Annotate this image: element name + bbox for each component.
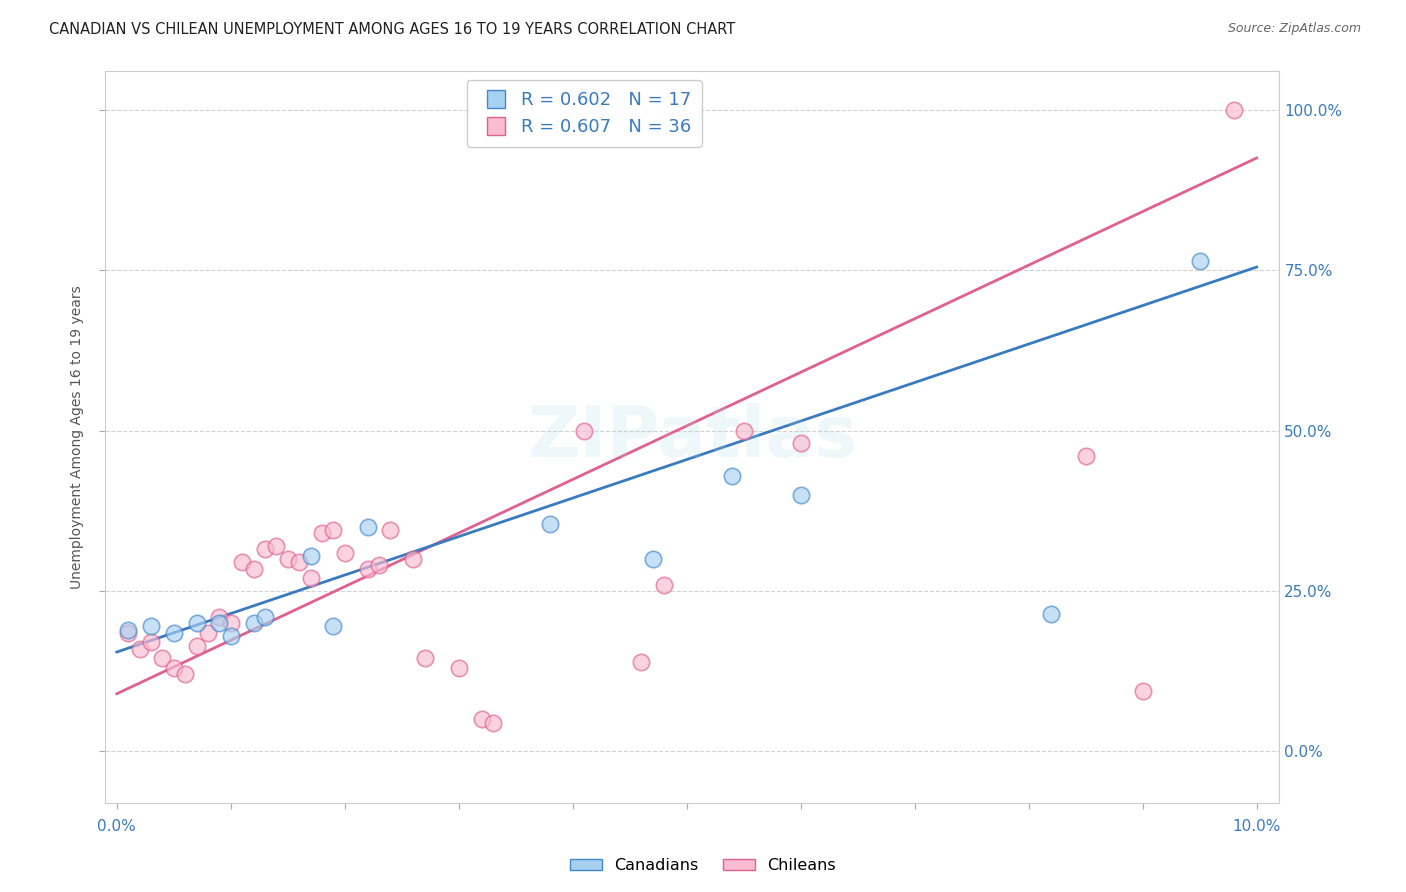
Point <box>721 468 744 483</box>
Point <box>322 523 344 537</box>
Text: 0.0%: 0.0% <box>97 819 136 834</box>
Text: 10.0%: 10.0% <box>1233 819 1281 834</box>
Point <box>333 545 356 559</box>
Point <box>447 661 470 675</box>
Point <box>413 651 436 665</box>
Point <box>1188 253 1211 268</box>
Point <box>242 561 264 575</box>
Point <box>322 619 344 633</box>
Point <box>163 625 186 640</box>
Point <box>186 616 208 631</box>
Point <box>1040 607 1063 621</box>
Point <box>117 625 139 640</box>
Point <box>128 641 150 656</box>
Point <box>1074 450 1097 464</box>
Text: ZIPatlas: ZIPatlas <box>527 402 858 472</box>
Point <box>299 549 322 563</box>
Legend: Canadians, Chileans: Canadians, Chileans <box>564 852 842 880</box>
Point <box>733 424 755 438</box>
Point <box>219 629 242 643</box>
Point <box>790 488 813 502</box>
Point <box>630 655 652 669</box>
Point <box>242 616 264 631</box>
Point <box>186 639 208 653</box>
Point <box>117 623 139 637</box>
Point <box>139 619 162 633</box>
Point <box>1223 103 1246 117</box>
Point <box>231 555 253 569</box>
Legend: R = 0.602   N = 17, R = 0.607   N = 36: R = 0.602 N = 17, R = 0.607 N = 36 <box>467 80 702 147</box>
Point <box>208 616 231 631</box>
Point <box>139 635 162 649</box>
Point <box>299 571 322 585</box>
Point <box>641 552 664 566</box>
Point <box>572 424 595 438</box>
Point <box>538 516 561 531</box>
Point <box>288 555 311 569</box>
Point <box>1132 683 1154 698</box>
Point <box>471 712 494 726</box>
Text: Source: ZipAtlas.com: Source: ZipAtlas.com <box>1227 22 1361 36</box>
Point <box>356 561 378 575</box>
Point <box>652 577 675 591</box>
Point <box>197 625 219 640</box>
Point <box>482 715 505 730</box>
Point <box>402 552 425 566</box>
Point <box>356 520 378 534</box>
Point <box>174 667 197 681</box>
Text: CANADIAN VS CHILEAN UNEMPLOYMENT AMONG AGES 16 TO 19 YEARS CORRELATION CHART: CANADIAN VS CHILEAN UNEMPLOYMENT AMONG A… <box>49 22 735 37</box>
Point <box>219 616 242 631</box>
Point <box>368 558 391 573</box>
Point <box>253 609 276 624</box>
Point <box>266 539 288 553</box>
Point <box>163 661 186 675</box>
Point <box>380 523 402 537</box>
Point <box>277 552 299 566</box>
Point <box>152 651 174 665</box>
Point <box>790 436 813 450</box>
Point <box>311 526 333 541</box>
Y-axis label: Unemployment Among Ages 16 to 19 years: Unemployment Among Ages 16 to 19 years <box>70 285 84 589</box>
Point <box>208 609 231 624</box>
Point <box>253 542 276 557</box>
